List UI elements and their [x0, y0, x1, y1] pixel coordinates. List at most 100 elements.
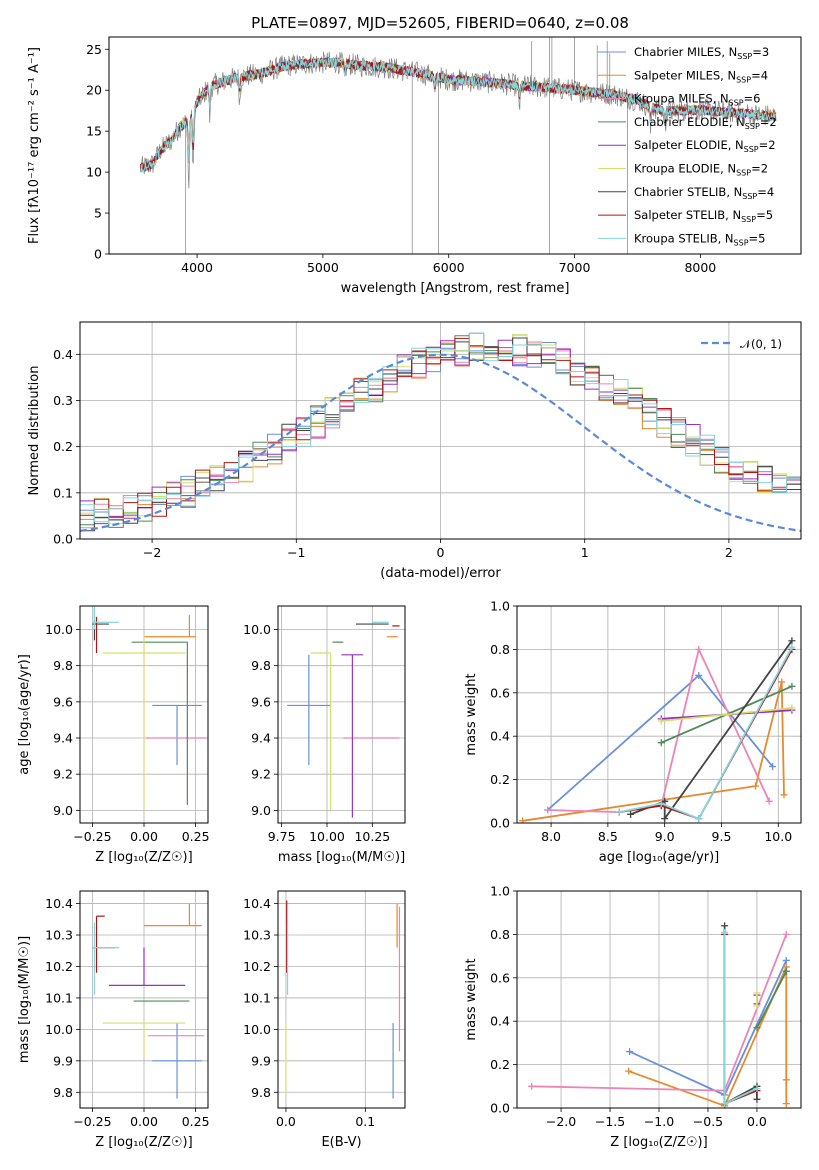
- errorbar-chabrier-miles: [152, 1023, 202, 1099]
- y-tick-label: 0.4: [490, 729, 510, 744]
- y-tick-label: 9.6: [251, 694, 271, 709]
- series-line-kroupa-elodie: [661, 707, 792, 722]
- series-salpeter-miles: [519, 678, 788, 823]
- series-line-chabrier-elodie: [756, 970, 788, 1029]
- y-tick-label: 0.3: [53, 393, 73, 408]
- histogram-kroupa-stelib: [80, 332, 801, 539]
- x-tick-label: −1.0: [644, 1114, 674, 1129]
- series-point-kroupa-elodie: [788, 704, 796, 712]
- y-tick-label: 25: [86, 42, 102, 57]
- y-tick-label: 0.4: [490, 1014, 510, 1029]
- y-axis-label-residuals: Normed distribution: [27, 366, 42, 496]
- legend-label-chabrier-elodie: Chabrier ELODIE, NSSP=2: [634, 115, 777, 131]
- y-tick-label: 20: [86, 83, 102, 98]
- errorbar-kroupa-stelib: [92, 922, 120, 995]
- series-point-salpeter-miles: [519, 817, 527, 823]
- legend-label-salpeter-miles: Salpeter MILES, NSSP=4: [634, 68, 768, 84]
- series-kroupa-elodie: [657, 704, 796, 725]
- panel-age-vs-mass: 9.75 10.00 10.25 9.0 9.2 9.4 9.6 9.8 10.0 mass [l…: [243, 605, 406, 865]
- legend-label-chabrier-stelib: Chabrier STELIB, NSSP=4: [634, 185, 774, 201]
- errorbar-kroupa-elodie: [102, 634, 186, 811]
- x-tick-label: 9.5: [712, 829, 732, 844]
- x-tick-label: 9.0: [655, 829, 675, 844]
- series-point-salpeter-miles: [782, 1100, 790, 1108]
- y-axis-label-weight-vs-Z: mass weight: [464, 958, 479, 1040]
- plot-area-mass-vs-EBV: [285, 900, 401, 1099]
- y-axis-label-weight-vs-age: mass weight: [464, 673, 479, 755]
- series-point-chabrier-miles: [782, 956, 790, 964]
- series-point-salpeter-miles: [780, 791, 788, 799]
- axes-frame-age-vs-mass: [277, 605, 406, 824]
- y-tick-label: 9.0: [53, 803, 73, 818]
- x-tick-label: −2: [143, 545, 161, 560]
- errorbar-kroupa-elodie: [102, 1022, 186, 1058]
- series-salpeter-stelib: [721, 930, 761, 1108]
- y-tick-label: 10.4: [45, 896, 73, 911]
- errorbar-salpeter-elodie: [108, 947, 186, 986]
- x-tick-label: −0.25: [73, 1114, 111, 1129]
- series-point-kroupa-elodie: [753, 989, 761, 997]
- axes-frame-spectrum: [108, 36, 802, 255]
- x-tick-label: 0: [437, 545, 445, 560]
- panel-residuals: 𝒩(0, 1) −2 −1 0 1 2 0.0 0.1 0.2 0.3 0.4 (data-model…: [27, 321, 802, 581]
- x-tick-label: 0.1: [355, 1114, 375, 1129]
- series-point-chabrier-miles: [769, 763, 777, 771]
- spectrum-legend: Chabrier MILES, NSSP=3 Salpeter MILES, NS…: [598, 45, 777, 247]
- y-tick-label: 10.3: [45, 928, 73, 943]
- x-axis-label-age-vs-mass: mass [log₁₀(M/M☉)]: [278, 850, 405, 865]
- x-axis-label-weight-vs-age: age [log₁₀(age/yr)]: [599, 850, 720, 865]
- y-tick-label: 0.6: [490, 970, 510, 985]
- panel-spectrum: Chabrier MILES, NSSP=3 Salpeter MILES, NS…: [27, 36, 802, 296]
- panel-mass-vs-Z: −0.25 0.00 0.25 9.8 9.9 10.0 10.1 10.2 10.3 10.4 Z…: [17, 890, 210, 1150]
- normal-curve: [80, 353, 801, 532]
- series-point-chabrier-elodie: [782, 967, 790, 975]
- y-tick-label: 1.0: [490, 599, 510, 614]
- y-tick-label: 9.8: [251, 658, 271, 673]
- y-tick-label: 0.4: [53, 347, 73, 362]
- series-point-chabrier-stelib: [753, 1095, 761, 1103]
- series-point-salpeter-miles: [752, 782, 760, 790]
- series-point-chabrier-stelib: [721, 922, 729, 930]
- x-tick-label: −0.5: [693, 1114, 723, 1129]
- series-point-kroupa-elodie: [753, 1002, 761, 1010]
- x-axis-label-mass-vs-EBV: E(B-V): [321, 1135, 361, 1150]
- x-tick-label: 6000: [433, 260, 465, 275]
- y-tick-label: 10.0: [45, 622, 73, 637]
- x-tick-label: 2: [725, 545, 733, 560]
- series-point-chabrier-elodie: [657, 739, 665, 747]
- series-point-chabrier-stelib: [788, 637, 796, 645]
- series-kroupa-stelib: [615, 643, 796, 823]
- series-point-kroupa-stelib: [721, 928, 729, 936]
- x-tick-label: 0.25: [182, 1114, 210, 1129]
- y-tick-label: 10.1: [45, 990, 73, 1005]
- y-tick-label: 15: [86, 124, 102, 139]
- y-tick-label: 10.0: [45, 1022, 73, 1037]
- y-tick-label: 10.2: [243, 959, 271, 974]
- plot-area-weight-vs-Z: [528, 922, 790, 1108]
- x-tick-label: 10.25: [354, 829, 390, 844]
- x-tick-label: 8.0: [541, 829, 561, 844]
- panel-age-vs-Z: −0.25 0.00 0.25 9.0 9.2 9.4 9.6 9.8 10.0 Z [log₁₀…: [17, 605, 210, 865]
- series-point-kroupa-stelib: [721, 1100, 729, 1108]
- series-point-kroupa-miles: [782, 930, 790, 938]
- x-tick-label: 5000: [307, 260, 339, 275]
- y-tick-label: 0.2: [53, 439, 73, 454]
- figure-title: PLATE=0897, MJD=52605, FIBERID=0640, z=0…: [251, 14, 629, 32]
- y-tick-label: 9.4: [53, 731, 73, 746]
- legend-label-salpeter-stelib: Salpeter STELIB, NSSP=5: [634, 208, 773, 224]
- x-tick-label: 10.00: [309, 829, 345, 844]
- y-tick-label: 9.8: [251, 1085, 271, 1100]
- legend-label-kroupa-stelib: Kroupa STELIB, NSSP=5: [634, 231, 765, 247]
- x-tick-label: 4000: [181, 260, 213, 275]
- x-axis-label-weight-vs-Z: Z [log₁₀(Z/Z☉)]: [610, 1135, 707, 1150]
- series-point-chabrier-miles: [695, 671, 703, 679]
- x-axis-label-age-vs-Z: Z [log₁₀(Z/Z☉)]: [95, 850, 192, 865]
- series-point-kroupa-miles: [528, 1082, 536, 1090]
- panel-weight-vs-age: 8.0 8.5 9.0 9.5 10.0 0.0 0.2 0.4 0.6 0.8 1.0 age [l…: [464, 599, 802, 865]
- y-axis-label-age-vs-Z: age [log₁₀(age/yr)]: [17, 654, 32, 775]
- series-point-kroupa-elodie: [657, 717, 665, 725]
- y-tick-label: 0: [94, 247, 102, 262]
- panel-weight-vs-Z: −2.0 −1.5 −1.0 −0.5 0.0 0.0 0.2 0.4 0.6 0.8 1.0 Z […: [464, 884, 802, 1150]
- series-point-kroupa-miles: [765, 797, 773, 805]
